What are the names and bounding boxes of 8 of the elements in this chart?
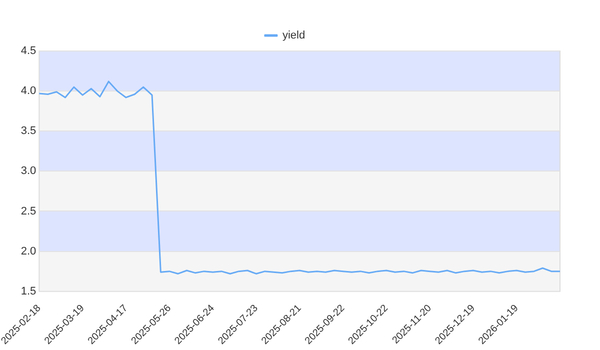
y-tick-label: 1.5 — [20, 285, 36, 298]
y-tick-label: 2.0 — [20, 245, 36, 258]
y-tick-label: 4.5 — [20, 45, 36, 58]
y-tick-label: 3.0 — [20, 165, 36, 178]
y-tick-label: 4.0 — [20, 85, 36, 98]
y-tick-label: 3.5 — [20, 125, 36, 138]
y-tick-label: 2.5 — [20, 205, 36, 218]
legend-label: yield — [282, 30, 306, 42]
